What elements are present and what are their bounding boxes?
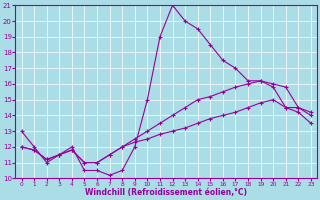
X-axis label: Windchill (Refroidissement éolien,°C): Windchill (Refroidissement éolien,°C) xyxy=(85,188,247,197)
